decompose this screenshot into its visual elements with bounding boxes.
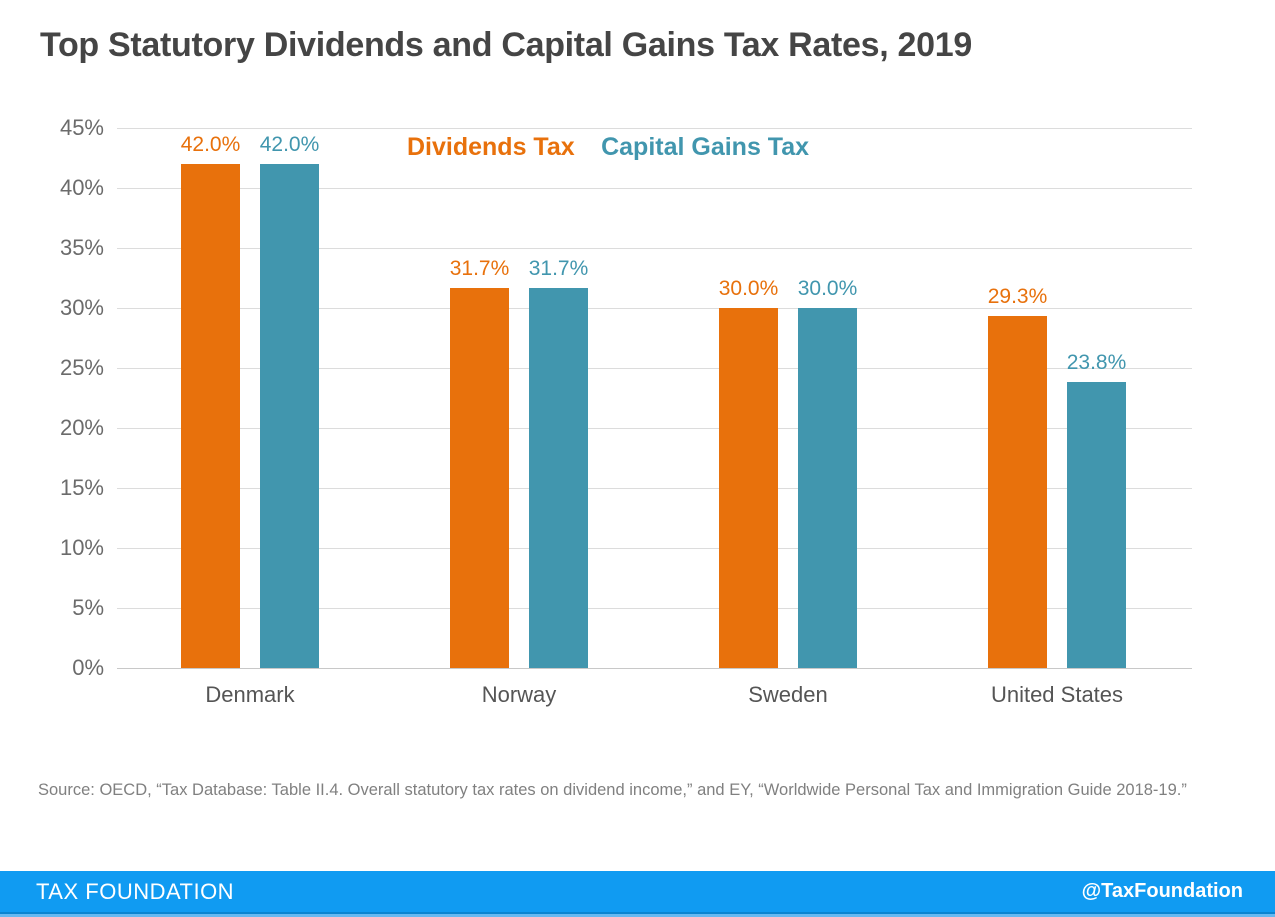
y-tick-label: 15% (59, 475, 104, 500)
gridline (117, 368, 1192, 369)
y-tick-label: 45% (59, 115, 104, 140)
bar-value-label: 31.7% (449, 256, 510, 280)
y-tick-label: 5% (72, 595, 104, 620)
footer-edge-light (0, 914, 1275, 917)
bar-value-label: 29.3% (987, 285, 1048, 309)
bar-value-label: 42.0% (259, 133, 320, 156)
bar-value-label: 42.0% (180, 133, 241, 156)
gridline (117, 608, 1192, 609)
gridline (117, 308, 1192, 309)
bar-value-label: 30.0% (718, 277, 779, 300)
footer-main: TAX FOUNDATION @TaxFoundation (0, 871, 1275, 912)
y-tick-label: 20% (59, 415, 104, 440)
y-tick-label: 0% (72, 655, 104, 680)
y-tick-label: 25% (59, 355, 104, 380)
bar-dividends-tax-norway (450, 287, 509, 668)
gridline (117, 188, 1192, 189)
y-tick-label: 10% (59, 535, 104, 560)
chart-title: Top Statutory Dividends and Capital Gain… (40, 26, 972, 64)
bar-capital-gains-tax-denmark (260, 164, 319, 668)
footer-handle: @TaxFoundation (1081, 880, 1243, 902)
bar-capital-gains-tax-united-states (1067, 382, 1126, 668)
chart-legend: Dividends Tax Capital Gains Tax (407, 133, 809, 162)
bar-dividends-tax-denmark (181, 164, 240, 668)
bar-value-label: 23.8% (1066, 351, 1127, 375)
y-tick-label: 30% (59, 295, 104, 320)
bar-capital-gains-tax-norway (529, 287, 588, 668)
gridline (117, 548, 1192, 549)
bar-capital-gains-tax-sweden (798, 308, 857, 668)
source-note: Source: OECD, “Tax Database: Table II.4.… (38, 781, 1187, 799)
bar-value-label: 30.0% (797, 277, 858, 300)
x-axis-label: Norway (481, 682, 557, 707)
x-axis-label: Sweden (748, 682, 828, 707)
footer-brand: TAX FOUNDATION (36, 878, 235, 904)
x-axis-label: United States (990, 682, 1124, 707)
gridline (117, 488, 1192, 489)
y-tick-label: 40% (59, 175, 104, 200)
footer-bar: TAX FOUNDATION @TaxFoundation (0, 871, 1275, 917)
x-axis-label: Denmark (205, 682, 295, 707)
bar-chart: 45% 40% 35% 30% 25% 20% 15% 10% 5% 0% 42.0% 42.0% D… (59, 115, 1192, 707)
legend-dividends-tax: Dividends Tax (407, 133, 575, 161)
legend-capital-gains-tax: Capital Gains Tax (601, 133, 810, 161)
bar-value-label: 31.7% (528, 256, 589, 280)
gridline (117, 248, 1192, 249)
y-tick-label: 35% (59, 235, 104, 260)
gridline (117, 428, 1192, 429)
bar-dividends-tax-united-states (988, 316, 1047, 668)
footer-edge-dark (0, 912, 1275, 914)
gridline (117, 668, 1192, 669)
gridline (117, 128, 1192, 129)
bar-dividends-tax-sweden (719, 308, 778, 668)
